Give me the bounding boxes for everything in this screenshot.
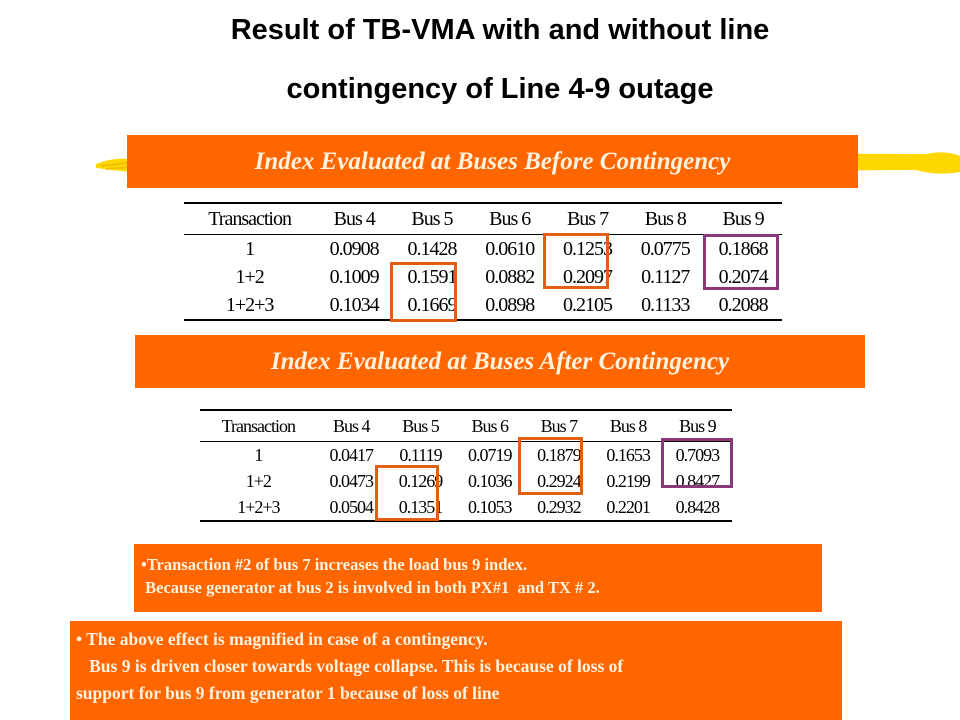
table-header-row: Transaction Bus 4 Bus 5 Bus 6 Bus 7 Bus … — [200, 410, 732, 442]
before-contingency-banner: Index Evaluated at Buses Before Continge… — [127, 135, 858, 188]
note-transaction-effect: •Transaction #2 of bus 7 increases the l… — [134, 544, 822, 612]
table-cell: 1 — [254, 444, 263, 465]
column-header: Transaction — [200, 410, 317, 442]
table-header-row: Transaction Bus 4 Bus 5 Bus 6 Bus 7 Bus … — [184, 203, 782, 235]
table-cell: 0.1034 — [329, 293, 380, 316]
table-row: 1 0.0417 0.1119 0.0719 0.1879 0.1653 0.7… — [200, 442, 732, 469]
column-header: Bus 9 — [662, 410, 732, 442]
table-cell: 1+2 — [245, 470, 272, 491]
table-cell: 0.1133 — [641, 293, 690, 316]
table-cell: 0.2105 — [563, 293, 613, 316]
table-cell: 0.0775 — [640, 237, 691, 260]
before-contingency-table: Transaction Bus 4 Bus 5 Bus 6 Bus 7 Bus … — [184, 202, 782, 321]
table-cell: 0.1653 — [606, 444, 651, 465]
table-cell: 0.1053 — [467, 496, 513, 517]
table-cell: 0.1428 — [407, 237, 457, 260]
page-title-line-1: Result of TB-VMA with and without line — [230, 14, 770, 46]
table-cell: 0.2074 — [718, 265, 769, 288]
column-header: Bus 5 — [385, 410, 456, 442]
table-cell: 0.1879 — [537, 444, 582, 465]
table-cell: 0.1253 — [563, 237, 613, 260]
table-cell: 0.1269 — [398, 470, 444, 491]
column-header: Bus 5 — [393, 203, 471, 235]
table-cell: 0.2097 — [563, 265, 613, 288]
table-cell: 0.2932 — [537, 496, 582, 517]
note-contingency-effect: • The above effect is magnified in case … — [70, 621, 842, 720]
note-line: • The above effect is magnified in case … — [76, 629, 488, 649]
column-header: Bus 7 — [524, 410, 594, 442]
after-contingency-table: Transaction Bus 4 Bus 5 Bus 6 Bus 7 Bus … — [200, 409, 732, 522]
column-header: Bus 6 — [455, 410, 525, 442]
table-cell: 0.0504 — [329, 496, 375, 517]
table-cell: 0.1591 — [407, 265, 457, 288]
table-cell: 0.8428 — [675, 496, 721, 517]
table-cell: 0.0908 — [329, 237, 380, 260]
table-cell: 0.2924 — [537, 470, 582, 491]
column-header: Bus 7 — [548, 203, 627, 235]
after-contingency-banner: Index Evaluated at Buses After Contingen… — [135, 335, 865, 388]
table-cell: 0.2088 — [718, 293, 769, 316]
highlight-box-bus9-after — [661, 438, 733, 488]
table-cell: 1+2+3 — [237, 496, 280, 517]
table-row: 1 0.0908 0.1428 0.0610 0.1253 0.0775 0.1… — [184, 235, 782, 264]
column-header: Bus 6 — [470, 203, 549, 235]
column-header: Bus 4 — [316, 410, 386, 442]
highlight-box-bus9-before — [703, 234, 779, 290]
column-header: Bus 8 — [593, 410, 663, 442]
table-cell: 0.1119 — [399, 444, 442, 465]
highlight-box-bus7-after — [518, 437, 583, 495]
table-cell: 0.1009 — [329, 265, 380, 288]
page-title-line-2: contingency of Line 4-9 outage — [286, 73, 714, 105]
column-header: Bus 8 — [626, 203, 705, 235]
note-line: •Transaction #2 of bus 7 increases the l… — [141, 555, 528, 574]
note-line: support for bus 9 from generator 1 becau… — [76, 683, 500, 703]
highlight-box-bus7-before — [543, 233, 609, 289]
column-header: Transaction — [184, 203, 316, 235]
table-row: 1+2 0.1009 0.1591 0.0882 0.2097 0.1127 0… — [184, 263, 782, 291]
table-cell: 1 — [245, 237, 255, 260]
table-cell: 0.1351 — [398, 496, 444, 517]
table-cell: 0.1669 — [407, 293, 457, 316]
table-cell: 0.0882 — [485, 265, 535, 288]
table-cell: 0.2201 — [606, 496, 651, 517]
note-line: Because generator at bus 2 is involved i… — [141, 578, 600, 597]
highlight-box-bus5-after — [375, 465, 439, 521]
table-cell: 0.1036 — [467, 470, 513, 491]
table-cell: 1+2 — [235, 265, 265, 288]
table-cell: 0.0898 — [485, 293, 535, 316]
table-cell: 0.0473 — [329, 470, 375, 491]
table-cell: 0.0610 — [485, 237, 535, 260]
table-cell: 0.1868 — [718, 237, 769, 260]
highlight-box-bus5-before — [390, 262, 457, 322]
table-cell: 0.0719 — [467, 444, 513, 465]
table-cell: 0.0417 — [329, 444, 375, 465]
table-cell: 1+2+3 — [225, 293, 275, 316]
table-cell: 0.7093 — [675, 444, 721, 465]
note-line: Bus 9 is driven closer towards voltage c… — [76, 656, 624, 676]
table-row: 1+2+3 0.0504 0.1351 0.1053 0.2932 0.2201… — [200, 494, 732, 521]
table-cell: 0.2199 — [606, 470, 651, 491]
column-header: Bus 9 — [704, 203, 782, 235]
table-row: 1+2+3 0.1034 0.1669 0.0898 0.2105 0.1133… — [184, 291, 782, 320]
column-header: Bus 4 — [315, 203, 394, 235]
table-row: 1+2 0.0473 0.1269 0.1036 0.2924 0.2199 0… — [200, 468, 732, 494]
table-cell: 0.1127 — [641, 265, 690, 288]
